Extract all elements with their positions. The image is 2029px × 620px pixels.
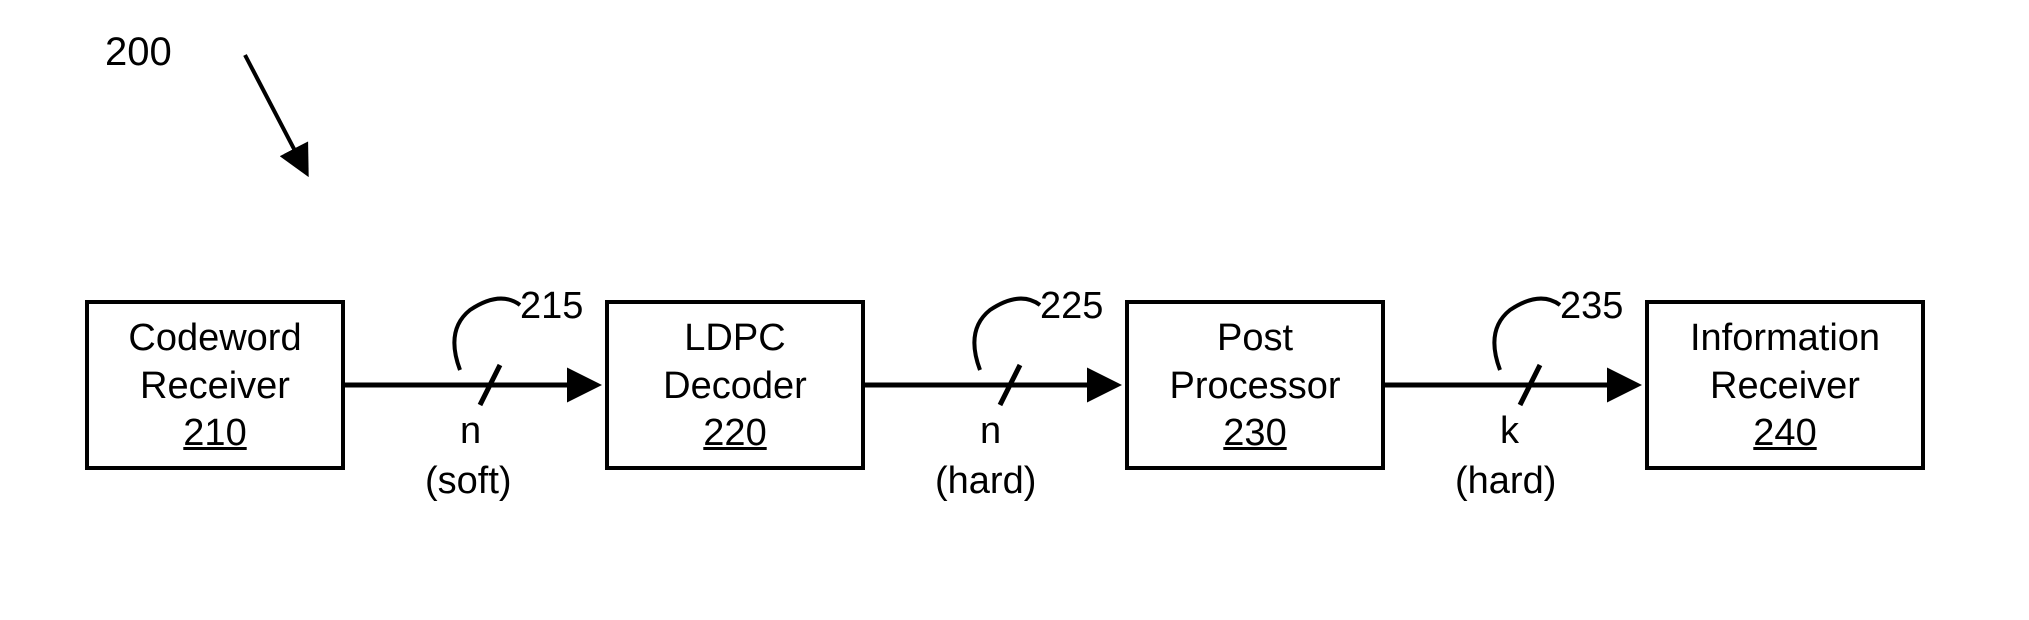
connector-slash-icon <box>1520 365 1540 405</box>
connector-bus-type: (hard) <box>1455 460 1556 503</box>
figure-arrow-line <box>245 55 305 170</box>
block-title-line1: Information <box>1690 317 1880 359</box>
connector-bus-type: (soft) <box>425 460 512 503</box>
block-title-line2: Receiver <box>140 365 290 407</box>
block-codeword-receiver: Codeword Receiver 210 <box>85 300 345 470</box>
block-title-line2: Decoder <box>663 365 807 407</box>
block-title-line2: Processor <box>1169 365 1340 407</box>
figure-number-label: 200 <box>105 30 172 75</box>
block-title: Information Receiver <box>1690 315 1880 410</box>
block-title-line1: Post <box>1217 317 1293 359</box>
block-title: Post Processor <box>1169 315 1340 410</box>
block-ref-number: 220 <box>703 412 766 455</box>
connector-bus-letter: n <box>460 410 481 453</box>
block-title-line1: LDPC <box>684 317 785 359</box>
connector-ref-curve-icon <box>454 299 520 370</box>
block-ref-number: 210 <box>183 412 246 455</box>
block-title-line1: Codeword <box>128 317 301 359</box>
block-post-processor: Post Processor 230 <box>1125 300 1385 470</box>
connector-ref-curve-icon <box>974 299 1040 370</box>
block-title: Codeword Receiver <box>128 315 301 410</box>
connector-ref-curve-icon <box>1494 299 1560 370</box>
connector-bus-letter: n <box>980 410 1001 453</box>
connector-ref-label: 225 <box>1040 285 1103 328</box>
connector-bus-letter: k <box>1500 410 1519 453</box>
block-title: LDPC Decoder <box>663 315 807 410</box>
block-information-receiver: Information Receiver 240 <box>1645 300 1925 470</box>
block-ldpc-decoder: LDPC Decoder 220 <box>605 300 865 470</box>
block-ref-number: 230 <box>1223 412 1286 455</box>
connector-bus-type: (hard) <box>935 460 1036 503</box>
connector-slash-icon <box>480 365 500 405</box>
connector-ref-label: 235 <box>1560 285 1623 328</box>
connector-slash-icon <box>1000 365 1020 405</box>
block-title-line2: Receiver <box>1710 365 1860 407</box>
connector-ref-label: 215 <box>520 285 583 328</box>
block-ref-number: 240 <box>1753 412 1816 455</box>
